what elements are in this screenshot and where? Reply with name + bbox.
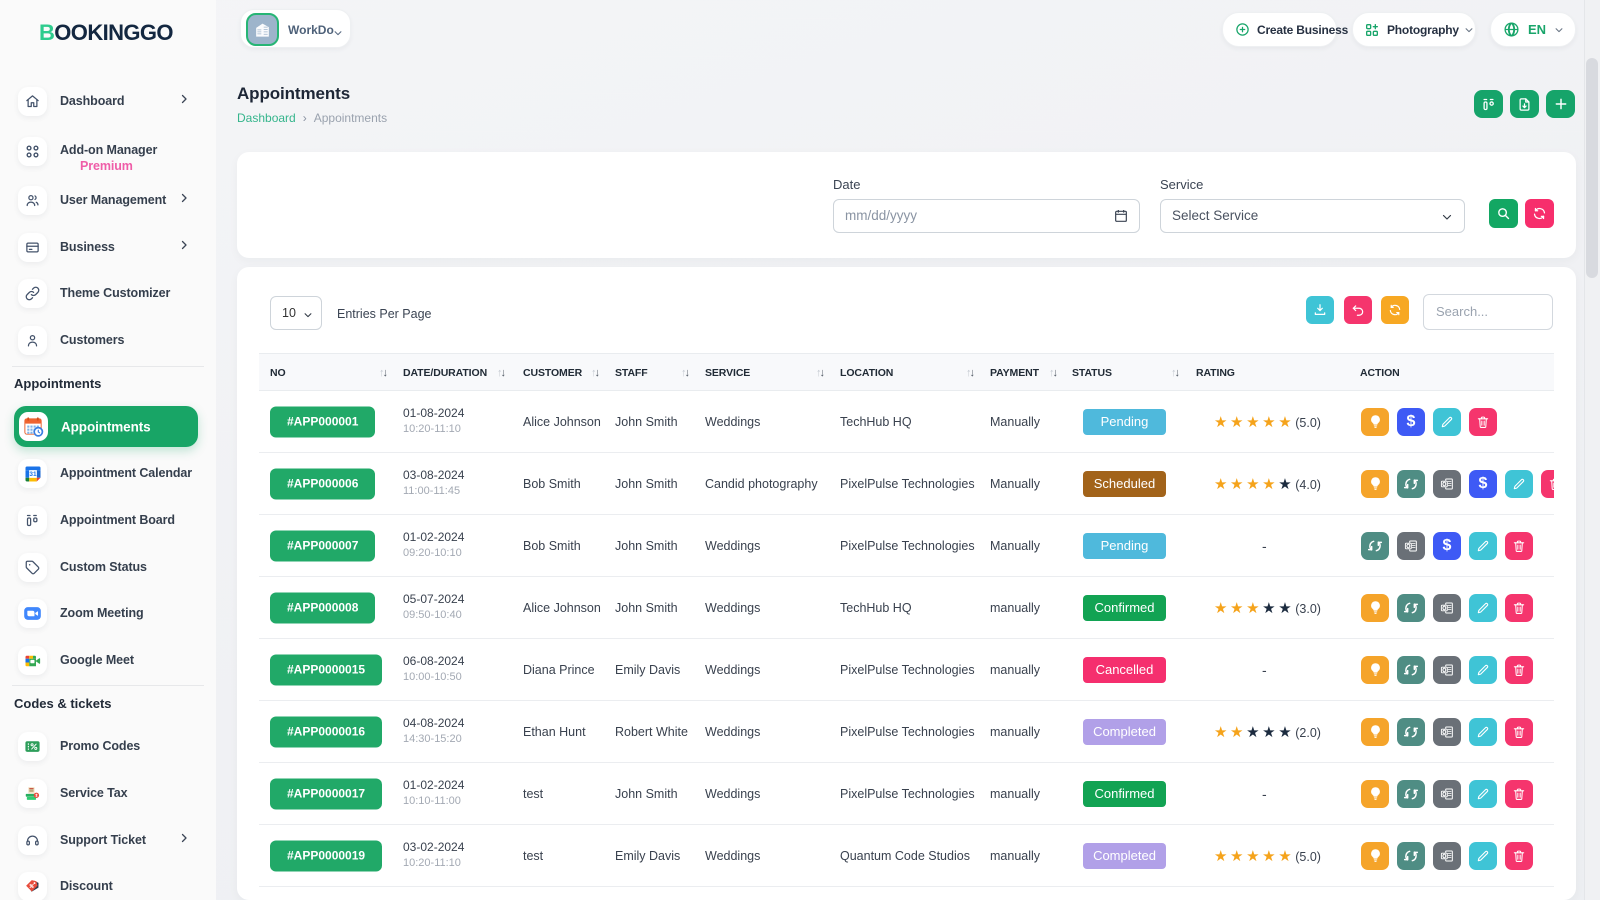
svg-text:31: 31 (29, 471, 37, 478)
